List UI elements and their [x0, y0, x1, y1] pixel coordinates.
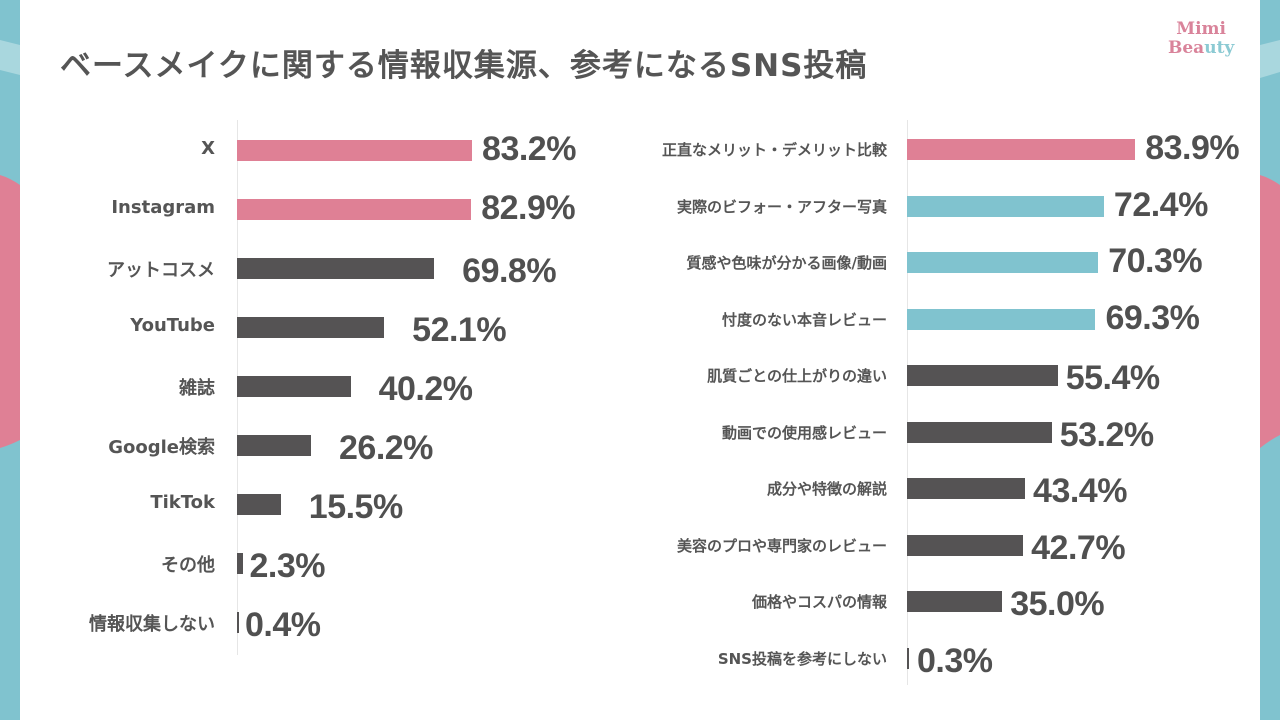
value-label: 82.9%	[481, 189, 576, 227]
bar	[237, 258, 435, 279]
bar	[907, 365, 1058, 386]
value-label: 43.4%	[1033, 472, 1127, 510]
category-label: 価格やコスパの情報	[751, 593, 887, 611]
bar	[237, 199, 472, 220]
category-label: 情報収集しない	[89, 614, 215, 635]
category-label: アットコスメ	[107, 260, 215, 281]
category-label: 肌質ごとの仕上がりの違い	[707, 367, 887, 385]
bar	[237, 317, 385, 338]
category-label: その他	[161, 555, 215, 576]
value-label: 42.7%	[1031, 528, 1126, 567]
category-label: TikTok	[150, 492, 215, 513]
bar	[907, 195, 1104, 217]
category-label: YouTube	[130, 315, 215, 336]
bar	[907, 478, 1026, 499]
value-label: 53.2%	[1059, 415, 1154, 454]
category-label: 正直なメリット・デメリット比較	[661, 141, 887, 159]
value-label: 0.3%	[917, 641, 993, 680]
category-label: 実際のビフォー・アフター写真	[676, 197, 887, 216]
category-label: Google検索	[108, 437, 215, 458]
brand-logo: Mimi Beauty	[1168, 20, 1234, 58]
bar	[237, 376, 351, 397]
bar	[907, 421, 1052, 443]
value-label: 55.4%	[1065, 359, 1160, 397]
bar	[907, 591, 1003, 612]
category-label: 美容のプロや専門家のレビュー	[676, 536, 887, 555]
right-decorative-band	[1260, 0, 1280, 720]
bar	[237, 140, 473, 161]
value-label: 0.4%	[245, 606, 321, 644]
value-label: 15.5%	[308, 488, 403, 526]
bar	[237, 435, 311, 456]
category-label: X	[201, 138, 215, 159]
bar	[907, 139, 1136, 160]
category-label: 質感や色味が分かる画像/動画	[686, 254, 887, 272]
value-label: 72.4%	[1113, 185, 1208, 224]
value-label: 83.9%	[1145, 129, 1240, 167]
value-label: 83.2%	[482, 130, 576, 168]
category-label: 成分や特徴の解説	[766, 480, 887, 498]
value-label: 70.3%	[1108, 242, 1203, 280]
value-label: 35.0%	[1010, 585, 1105, 623]
value-label: 26.2%	[339, 429, 433, 467]
bar	[907, 647, 909, 669]
chart-axis-line	[907, 120, 908, 685]
value-label: 69.3%	[1105, 298, 1200, 337]
category-label: SNS投稿を参考にしない	[717, 649, 887, 668]
bar	[237, 612, 239, 633]
category-label: 動画での使用感レビュー	[721, 423, 887, 442]
category-label: 忖度のない本音レビュー	[721, 310, 887, 329]
logo-line-1: Mimi	[1176, 19, 1227, 39]
logo-line-2b: uty	[1204, 38, 1235, 58]
bar	[907, 252, 1099, 273]
bar	[907, 308, 1096, 330]
left-decorative-band	[0, 0, 20, 720]
value-label: 52.1%	[412, 311, 507, 349]
bar	[237, 494, 281, 515]
category-label: Instagram	[111, 197, 215, 218]
value-label: 69.8%	[462, 252, 557, 290]
logo-line-2a: Bea	[1168, 38, 1205, 58]
value-label: 40.2%	[378, 370, 473, 408]
bar	[907, 534, 1024, 556]
bar	[237, 553, 244, 574]
page-title: ベースメイクに関する情報収集源、参考になるSNS投稿	[60, 48, 868, 84]
value-label: 2.3%	[249, 547, 325, 585]
category-label: 雑誌	[179, 378, 215, 399]
